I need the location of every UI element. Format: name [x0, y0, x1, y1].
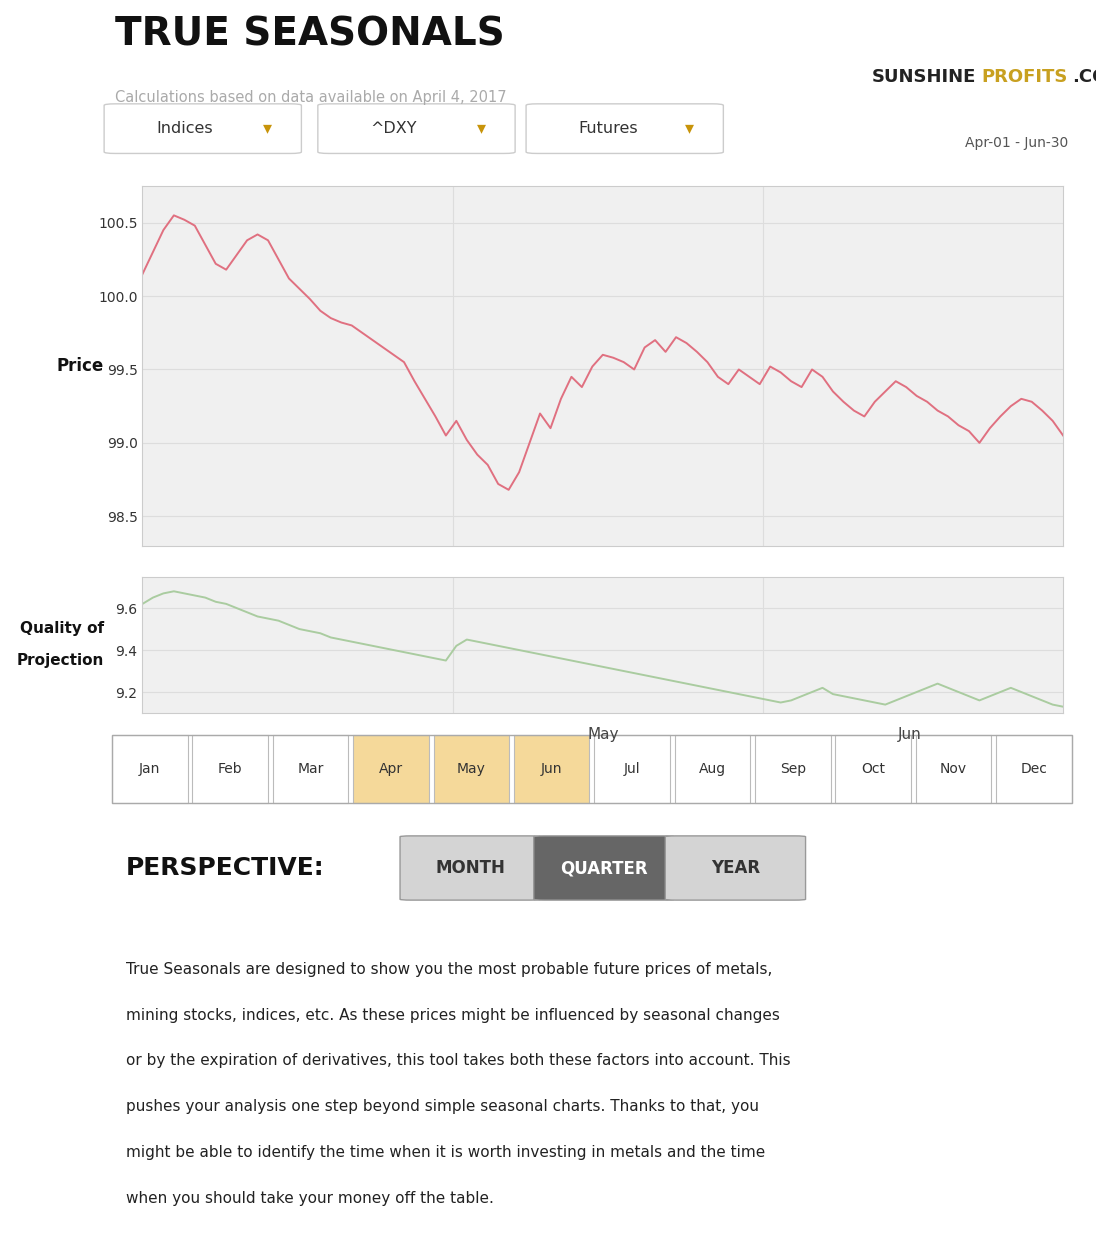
Text: Mar: Mar: [297, 761, 323, 776]
Text: QUARTER: QUARTER: [560, 859, 648, 877]
Text: Apr-01 - Jun-30: Apr-01 - Jun-30: [966, 136, 1069, 150]
Text: Dec: Dec: [1020, 761, 1048, 776]
Text: Jan: Jan: [139, 761, 160, 776]
Text: PROFITS: PROFITS: [981, 68, 1068, 87]
Text: Nov: Nov: [940, 761, 967, 776]
FancyBboxPatch shape: [526, 104, 723, 154]
FancyBboxPatch shape: [996, 734, 1072, 804]
Text: when you should take your money off the table.: when you should take your money off the …: [126, 1190, 494, 1207]
Text: Sep: Sep: [779, 761, 806, 776]
Text: SUNSHINE: SUNSHINE: [871, 68, 975, 87]
Text: Futures: Futures: [579, 122, 638, 136]
Text: Jul: Jul: [624, 761, 640, 776]
FancyBboxPatch shape: [353, 734, 429, 804]
Text: MONTH: MONTH: [435, 859, 505, 877]
Text: Indices: Indices: [157, 122, 214, 136]
FancyBboxPatch shape: [665, 836, 806, 900]
Text: Jun: Jun: [541, 761, 562, 776]
Text: YEAR: YEAR: [711, 859, 760, 877]
Text: Apr: Apr: [379, 761, 403, 776]
FancyBboxPatch shape: [318, 104, 515, 154]
Text: Quality of: Quality of: [20, 621, 104, 636]
FancyBboxPatch shape: [273, 734, 349, 804]
Text: ▾: ▾: [685, 119, 694, 138]
Text: ▾: ▾: [263, 119, 272, 138]
FancyBboxPatch shape: [434, 734, 509, 804]
Text: True Seasonals are designed to show you the most probable future prices of metal: True Seasonals are designed to show you …: [126, 962, 773, 977]
FancyBboxPatch shape: [534, 836, 674, 900]
FancyBboxPatch shape: [675, 734, 750, 804]
FancyBboxPatch shape: [193, 734, 267, 804]
Text: .COM: .COM: [1072, 68, 1096, 87]
Text: May: May: [587, 727, 618, 742]
Text: mining stocks, indices, etc. As these prices might be influenced by seasonal cha: mining stocks, indices, etc. As these pr…: [126, 1008, 780, 1023]
Text: Price: Price: [57, 357, 104, 374]
FancyBboxPatch shape: [514, 734, 590, 804]
Text: Feb: Feb: [218, 761, 242, 776]
FancyBboxPatch shape: [112, 734, 187, 804]
FancyBboxPatch shape: [400, 836, 540, 900]
Text: or by the expiration of derivatives, this tool takes both these factors into acc: or by the expiration of derivatives, thi…: [126, 1054, 790, 1069]
Text: Jun: Jun: [898, 727, 922, 742]
Text: Aug: Aug: [699, 761, 726, 776]
FancyBboxPatch shape: [104, 104, 301, 154]
Text: Oct: Oct: [861, 761, 886, 776]
FancyBboxPatch shape: [835, 734, 911, 804]
FancyBboxPatch shape: [755, 734, 831, 804]
Text: ^DXY: ^DXY: [370, 122, 416, 136]
FancyBboxPatch shape: [594, 734, 670, 804]
Text: PERSPECTIVE:: PERSPECTIVE:: [126, 856, 324, 880]
Text: Projection: Projection: [16, 653, 104, 668]
FancyBboxPatch shape: [916, 734, 991, 804]
Text: ▾: ▾: [477, 119, 486, 138]
Text: Calculations based on data available on April 4, 2017: Calculations based on data available on …: [115, 91, 506, 105]
Text: pushes your analysis one step beyond simple seasonal charts. Thanks to that, you: pushes your analysis one step beyond sim…: [126, 1100, 760, 1115]
Text: might be able to identify the time when it is worth investing in metals and the : might be able to identify the time when …: [126, 1146, 765, 1161]
Text: TRUE SEASONALS: TRUE SEASONALS: [115, 15, 505, 53]
Text: May: May: [457, 761, 486, 776]
